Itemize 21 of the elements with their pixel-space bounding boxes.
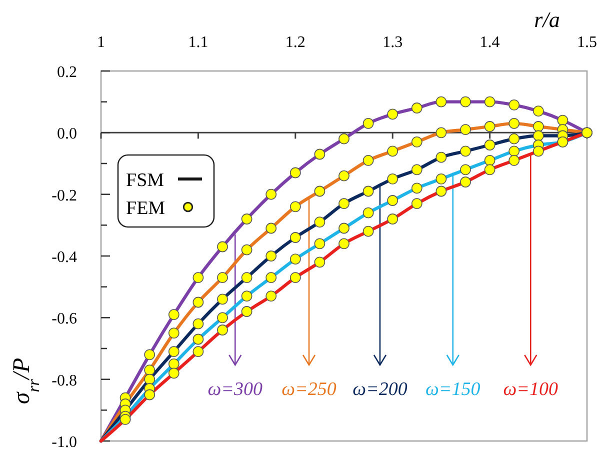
y-tick-label: -1.0 (52, 434, 77, 451)
annotation: ω=250 (282, 379, 337, 400)
y-tick-label: 0.0 (57, 126, 77, 143)
annotation: ω=100 (503, 379, 558, 400)
x-tick-label: 1.4 (480, 34, 500, 51)
y-tick-label: -0.4 (52, 249, 77, 266)
x-tick-label: 1.2 (285, 34, 306, 51)
annotation: ω=200 (352, 379, 408, 400)
y-tick-label: 0.2 (57, 64, 77, 81)
annotation: ω=300 (208, 379, 263, 400)
x-tick-label: 1 (97, 34, 105, 51)
y-tick-label: -0.6 (52, 310, 77, 328)
annotation: ω=150 (425, 379, 481, 400)
x-axis-title: r/a (534, 7, 560, 32)
y-tick-label: -0.8 (52, 372, 77, 390)
y-tick-label: -0.2 (52, 187, 77, 204)
annotation: FSM (126, 170, 164, 191)
x-tick-label: 1.5 (577, 34, 597, 51)
legend-label: FEM (126, 198, 166, 219)
x-tick-label: 1.3 (382, 34, 403, 51)
x-tick-label: 1.1 (188, 34, 208, 51)
